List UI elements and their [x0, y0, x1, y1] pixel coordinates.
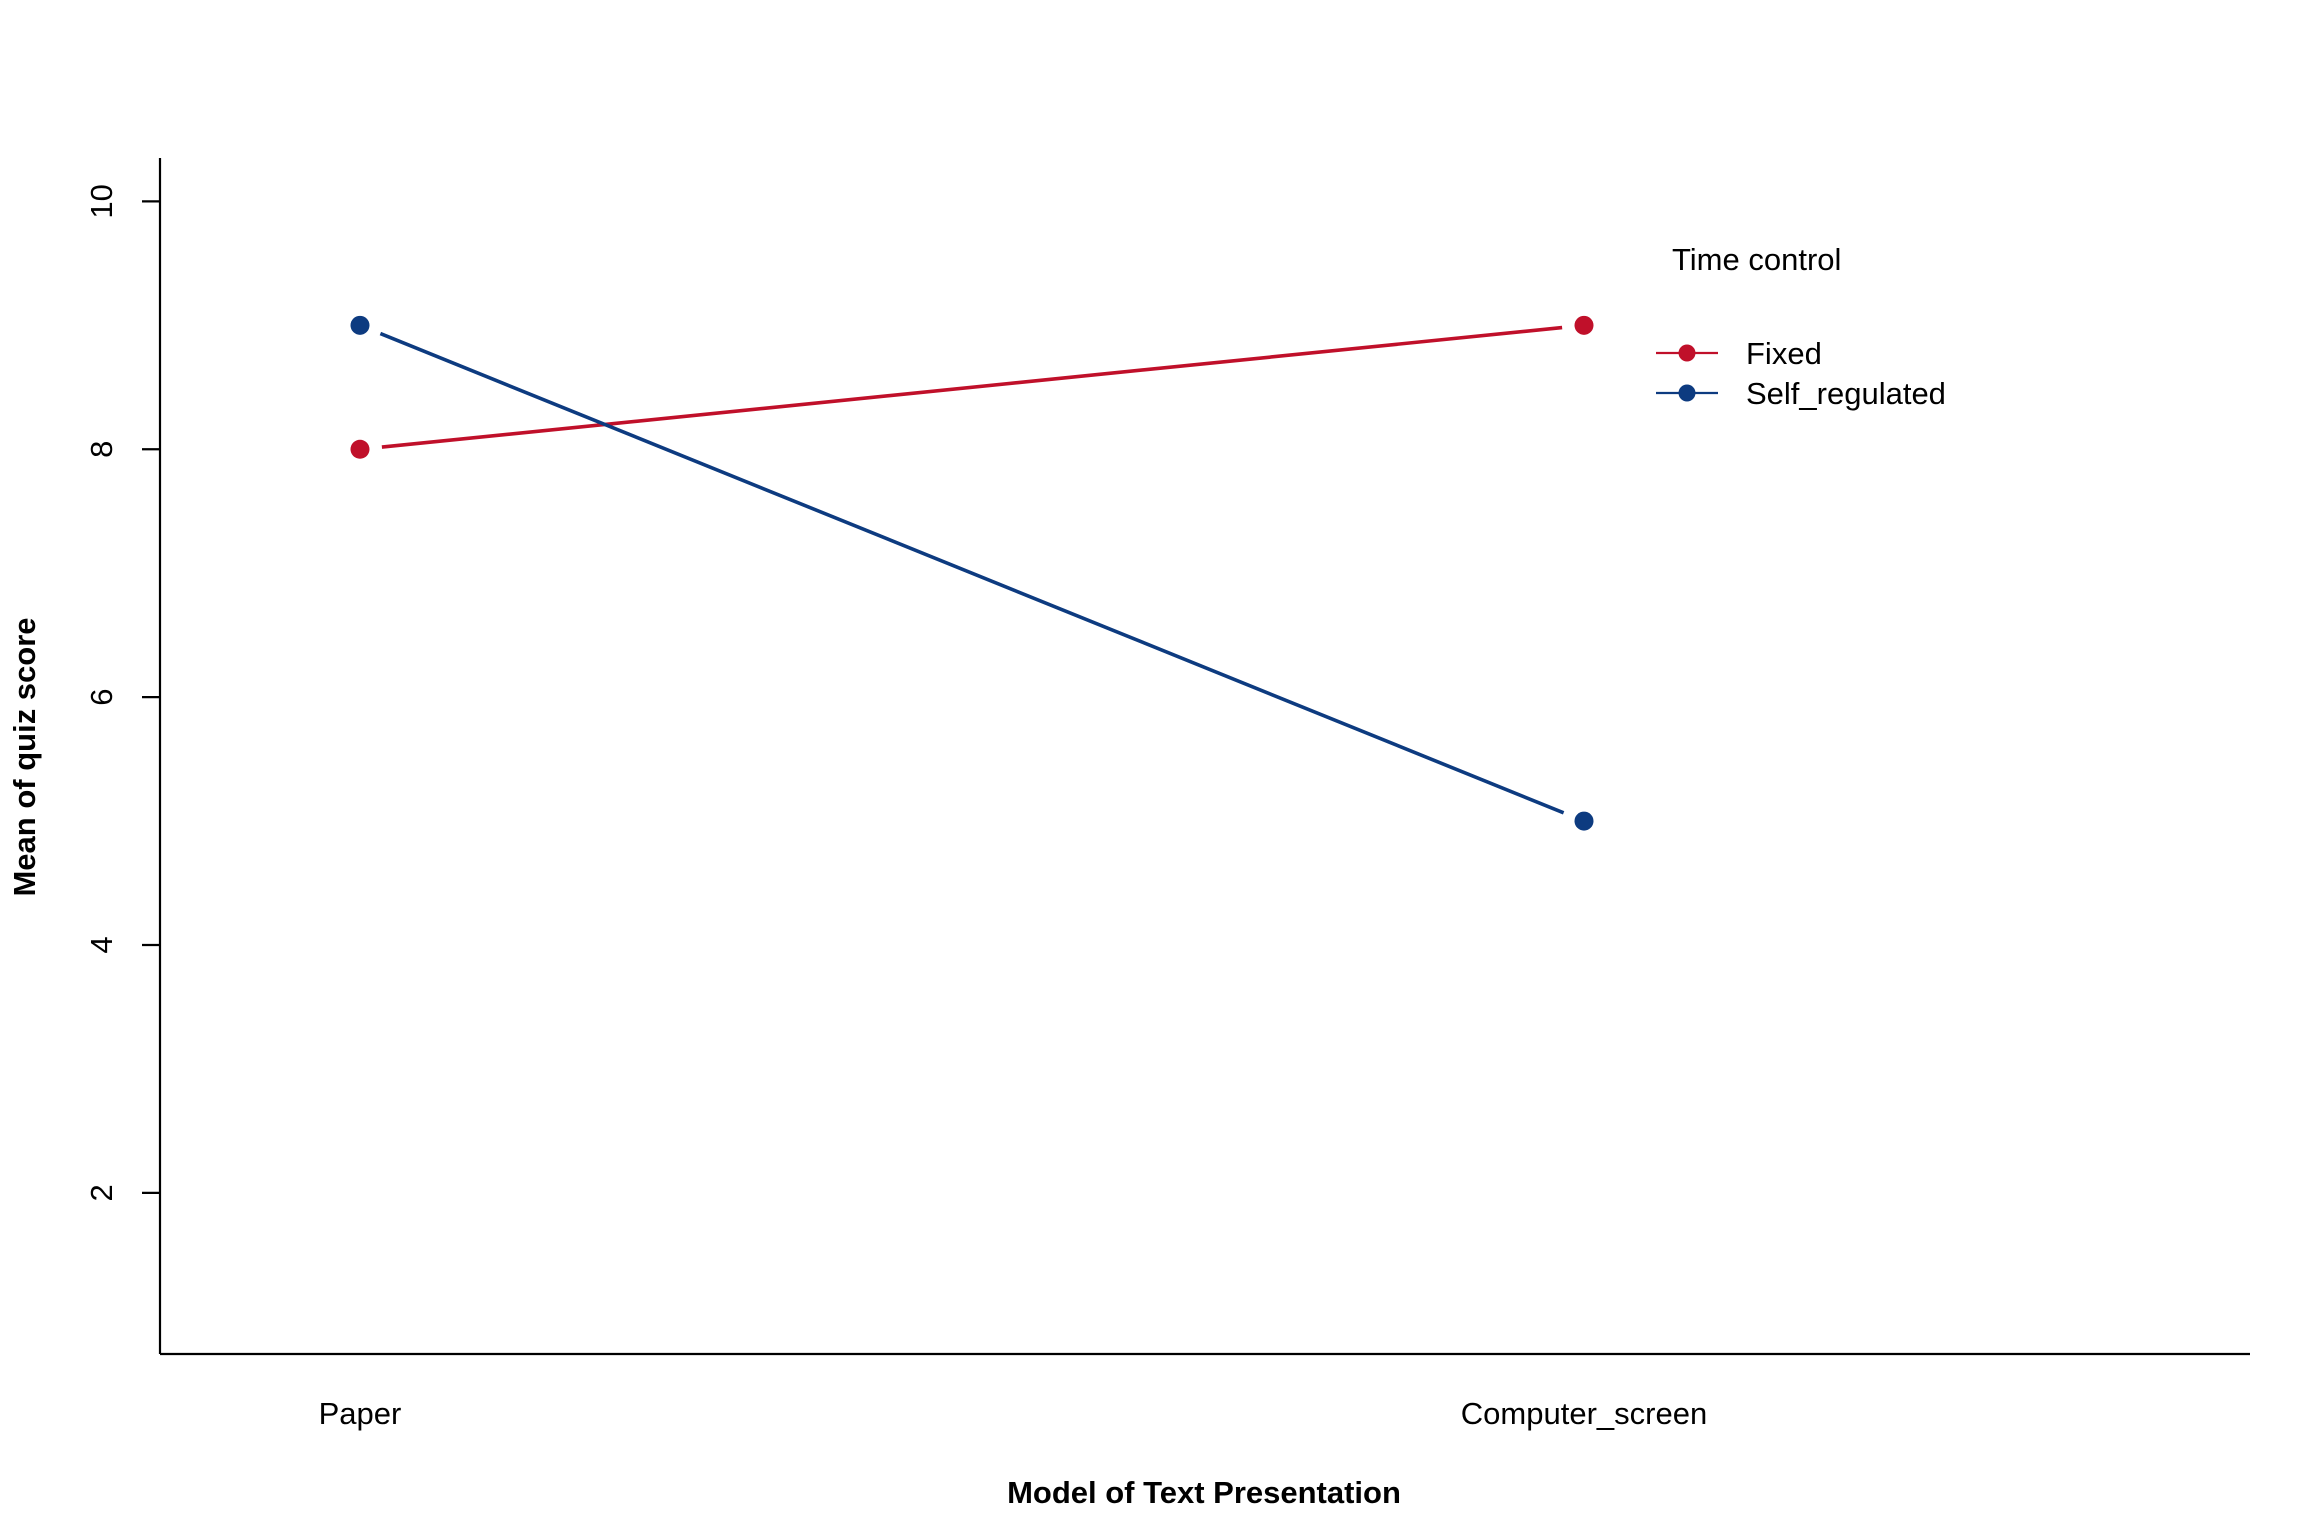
legend-label: Fixed — [1746, 336, 1822, 371]
y-tick-label: 4 — [84, 936, 119, 953]
legend-label: Self_regulated — [1746, 376, 1946, 411]
y-axis-ticks: 2 4 6 8 10 — [84, 184, 160, 1202]
legend-entry: Self_regulated — [1656, 376, 1946, 411]
legend-entry: Fixed — [1656, 336, 1822, 371]
data-point — [1574, 315, 1594, 335]
y-tick-label: 6 — [84, 689, 119, 706]
series-self-regulated — [350, 315, 1594, 831]
x-tick-label: Computer_screen — [1461, 1396, 1707, 1431]
series-fixed — [350, 315, 1594, 459]
y-tick-label: 8 — [84, 441, 119, 458]
y-tick-label: 10 — [84, 184, 119, 218]
y-tick-label: 2 — [84, 1184, 119, 1201]
series-layer — [350, 315, 1594, 831]
y-axis-title: Mean of quiz score — [7, 617, 42, 896]
series-line-segment — [381, 325, 1563, 449]
x-axis-title: Model of Text Presentation — [1007, 1475, 1401, 1510]
legend-point-swatch — [1678, 384, 1696, 402]
data-point — [350, 315, 370, 335]
data-point — [350, 439, 370, 459]
x-axis-ticks: Paper Computer_screen — [319, 1396, 1708, 1431]
legend: Time control Fixed Self_regulated — [1656, 242, 1946, 411]
series-line-segment — [379, 331, 1565, 815]
x-tick-label: Paper — [319, 1396, 402, 1431]
data-point — [1574, 811, 1594, 831]
legend-entries: Fixed Self_regulated — [1656, 336, 1946, 411]
plot-area: 2 4 6 8 10 Paper Computer_screen — [84, 158, 2250, 1431]
legend-point-swatch — [1678, 344, 1696, 362]
legend-title: Time control — [1672, 242, 1841, 277]
